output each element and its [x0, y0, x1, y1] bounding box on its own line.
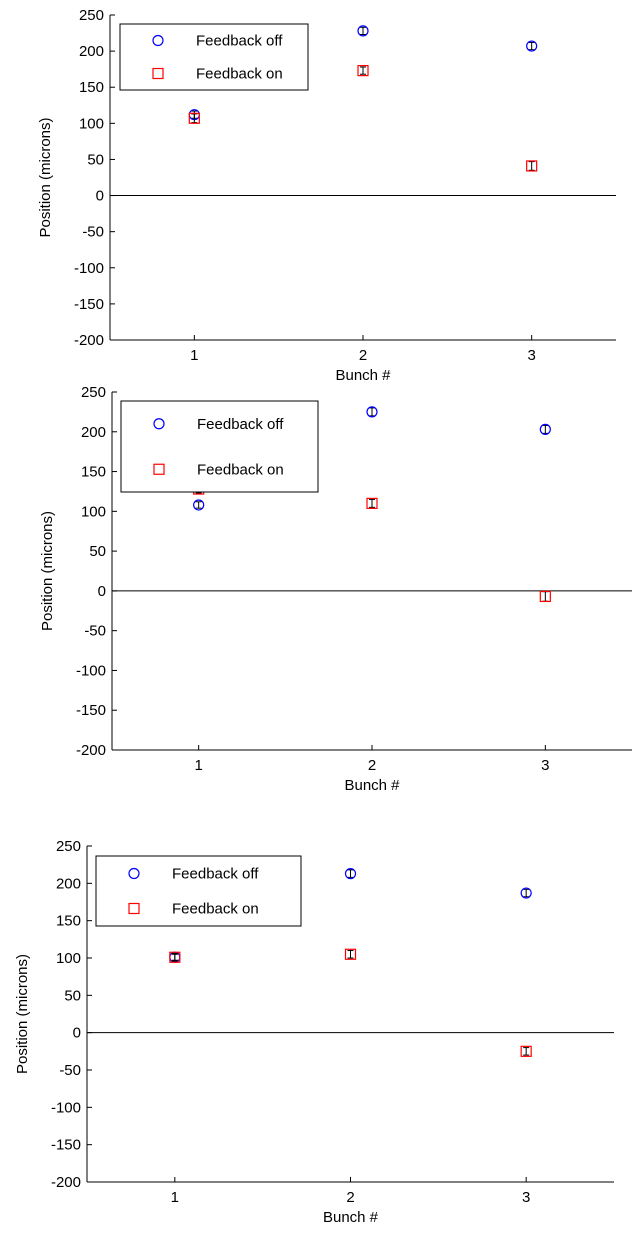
y-tick-label: 200	[56, 875, 81, 892]
circle-marker	[344, 868, 357, 880]
square-marker	[526, 160, 538, 172]
square-marker	[188, 112, 200, 124]
legend-box	[95, 855, 302, 927]
y-tick-label: 250	[56, 838, 81, 855]
y-tick-label: -150	[51, 1137, 81, 1154]
y-tick-label: 150	[79, 79, 104, 96]
y-tick-label: 100	[56, 950, 81, 967]
point-feedback-off	[344, 868, 357, 880]
y-tick-label: -100	[51, 1099, 81, 1116]
y-tick-label: 250	[81, 384, 106, 401]
point-feedback-off	[357, 25, 369, 37]
point-feedback-off	[539, 423, 551, 435]
square-marker	[344, 948, 357, 960]
legend-circle-marker	[152, 34, 164, 47]
y-tick-label: 0	[98, 583, 106, 600]
y-tick-label: -200	[74, 332, 104, 349]
point-feedback-on	[366, 497, 378, 509]
chart-panel-3: 250 200 150 100 50 0 -50 -100 -150 -200 1 2 3 Bunch #…	[14, 838, 614, 1226]
x-tick-label: 1	[171, 1189, 179, 1206]
point-feedback-on	[520, 1045, 532, 1057]
y-tick-label: -100	[74, 260, 104, 277]
point-feedback-on	[344, 948, 357, 960]
x-axis-label: Bunch #	[344, 777, 400, 794]
legend-entry-label: Feedback on	[196, 66, 283, 83]
y-tick-label: 100	[81, 503, 106, 520]
y-tick-label: -150	[74, 296, 104, 313]
point-feedback-on	[539, 590, 551, 603]
legend-square-marker	[153, 463, 165, 475]
square-marker	[357, 65, 369, 77]
circle-marker	[357, 25, 369, 37]
y-tick-label: 50	[87, 151, 104, 168]
y-axis-label: Position (microns)	[39, 511, 56, 631]
y-tick-label: 0	[96, 188, 104, 205]
y-tick-label: 100	[79, 115, 104, 132]
circle-marker	[539, 423, 551, 435]
legend: Feedback off Feedback on	[95, 855, 302, 927]
y-tick-label: 200	[79, 43, 104, 60]
legend-entry-label: Feedback off	[197, 416, 284, 433]
legend-square-marker	[128, 902, 140, 915]
x-tick-label: 2	[359, 347, 367, 364]
y-tick-label: 250	[79, 7, 104, 24]
legend-circle-marker	[128, 867, 140, 880]
circle-marker	[193, 499, 205, 511]
legend-entry-label: Feedback off	[196, 33, 283, 50]
point-feedback-off	[526, 40, 538, 52]
point-feedback-on	[357, 65, 369, 77]
square-marker	[520, 1045, 532, 1057]
point-feedback-on	[169, 951, 181, 963]
x-tick-label: 3	[522, 1189, 530, 1206]
square-marker	[366, 497, 378, 509]
square-marker	[169, 951, 181, 963]
x-tick-label: 3	[541, 757, 549, 774]
y-tick-label: -200	[76, 742, 106, 759]
legend-entry-label: Feedback off	[172, 866, 259, 883]
point-feedback-off	[366, 406, 378, 418]
y-tick-label: 150	[56, 913, 81, 930]
legend-entry-label: Feedback on	[197, 461, 284, 478]
legend-circle-marker	[153, 418, 165, 430]
y-tick-label: -150	[76, 702, 106, 719]
legend: Feedback off Feedback on	[119, 23, 309, 91]
y-tick-label: -200	[51, 1174, 81, 1191]
legend-square-marker	[152, 67, 164, 80]
y-tick-label: -100	[76, 662, 106, 679]
y-tick-label: 150	[81, 464, 106, 481]
circle-marker	[520, 887, 532, 899]
x-tick-label: 2	[368, 757, 376, 774]
chart-panel-2: 250 200 150 100 50 0 -50 -100 -150 -200 1 2 3 Bunch #…	[39, 384, 632, 794]
circle-marker	[366, 406, 378, 418]
y-tick-label: 200	[81, 424, 106, 441]
legend-box	[120, 400, 319, 493]
legend-entry-label: Feedback on	[172, 901, 259, 918]
x-axis-label: Bunch #	[323, 1209, 379, 1226]
x-tick-label: 1	[194, 757, 202, 774]
point-feedback-off	[520, 887, 532, 899]
x-tick-label: 3	[527, 347, 535, 364]
legend-box	[119, 23, 309, 91]
y-tick-label: 50	[89, 543, 106, 560]
chart-panel-1: 250 200 150 100 50 0 -50 -100 -150 -200 1 2 3 Bunch #…	[37, 7, 616, 384]
y-tick-label: 0	[73, 1025, 81, 1042]
legend: Feedback off Feedback on	[120, 400, 319, 493]
x-axis-label: Bunch #	[335, 367, 391, 384]
x-tick-label: 2	[346, 1189, 354, 1206]
square-marker	[539, 590, 551, 603]
circle-marker	[526, 40, 538, 52]
y-axis-label: Position (microns)	[14, 954, 31, 1074]
y-axis-label: Position (microns)	[37, 117, 54, 237]
point-feedback-on	[526, 160, 538, 172]
y-tick-label: -50	[82, 224, 104, 241]
y-tick-label: -50	[84, 623, 106, 640]
x-tick-label: 1	[190, 347, 198, 364]
y-tick-label: -50	[59, 1062, 81, 1079]
y-tick-label: 50	[64, 987, 81, 1004]
point-feedback-on	[188, 112, 200, 124]
point-feedback-off	[193, 499, 205, 511]
